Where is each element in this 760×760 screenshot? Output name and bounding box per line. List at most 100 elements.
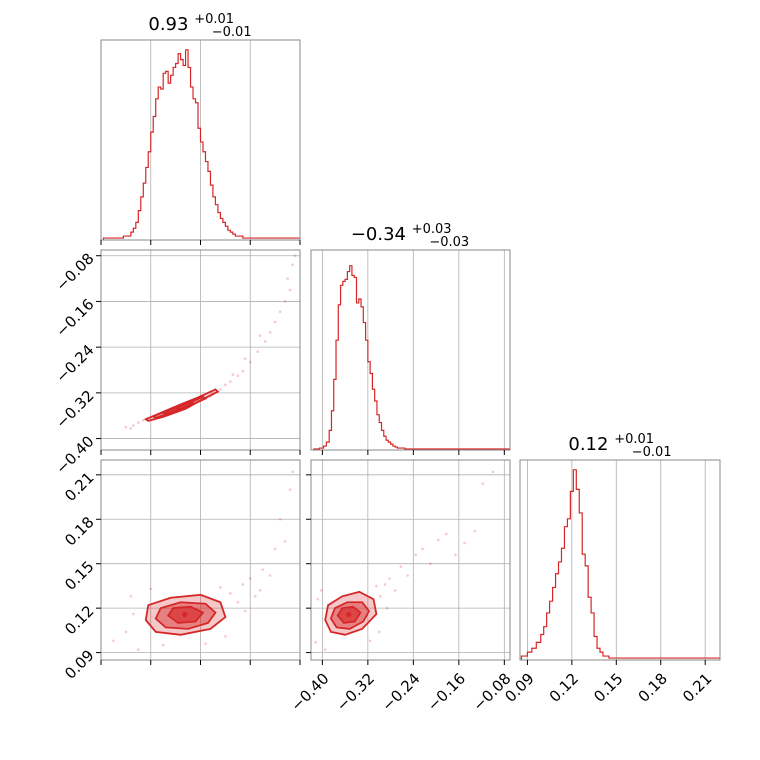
scatter-point (429, 562, 432, 566)
density-peak-marker (182, 612, 188, 618)
histogram-step-line (102, 49, 300, 240)
scatter-point (463, 541, 466, 545)
scatter-point (236, 600, 240, 604)
x-tick-label: 0.18 (635, 670, 671, 706)
scatter-point (454, 553, 457, 557)
scatter-point (268, 330, 272, 334)
scatter-point (243, 609, 247, 613)
scatter-point (256, 350, 260, 354)
scatter-point (288, 288, 292, 292)
histogram-panel-param-1 (310, 249, 511, 455)
scatter-point (132, 612, 135, 616)
scatter-point (421, 547, 424, 551)
panel-frame (519, 459, 721, 661)
scatter-point (481, 482, 485, 486)
scatter-point (263, 340, 267, 343)
scatter-point (224, 634, 227, 638)
scatter-point (286, 277, 289, 280)
scatter-point (385, 606, 389, 610)
y-tick-label: 0.12 (61, 602, 97, 638)
density-contour-line (160, 401, 196, 415)
panel-plot-area (313, 265, 510, 450)
density-contour-line (166, 605, 205, 624)
scatter-point (258, 589, 262, 592)
scatter-point (112, 639, 115, 643)
x-tick-label: −0.24 (378, 670, 423, 715)
panel-plot-area (102, 49, 300, 240)
scatter-point (283, 540, 287, 543)
title-plus: +0.01 (614, 432, 654, 447)
title-minus: −0.01 (632, 445, 672, 460)
scatter-point (314, 640, 317, 644)
x-tick-label: 0.15 (590, 670, 626, 706)
scatter-point (261, 568, 264, 571)
panel-frame (310, 249, 511, 451)
scatter-point (437, 538, 440, 542)
scatter-point (129, 426, 133, 430)
scatter-point (132, 424, 135, 427)
histogram-panel-param-0 (100, 39, 301, 245)
title-median: 0.12 (568, 434, 608, 455)
scatter-point (491, 470, 495, 474)
scatter-panel-param-1-vs-2: −0.40 −0.32 −0.24 −0.16 −0.08 (287, 459, 515, 715)
density-peak-marker (175, 405, 181, 411)
y-tick-label: −0.24 (52, 341, 97, 386)
scatter-point (124, 425, 128, 429)
scatter-point (236, 374, 240, 378)
scatter-point (137, 421, 140, 424)
scatter-point (219, 388, 222, 391)
y-tick-label: −0.32 (52, 387, 97, 432)
title-param-0: 0.93 +0.01 −0.01 (148, 7, 251, 40)
y-tick-label: 0.15 (61, 558, 97, 594)
panel-plot-area (112, 470, 294, 651)
scatter-point (406, 574, 409, 577)
scatter-point (149, 587, 153, 591)
histogram-step-line (520, 469, 720, 660)
scatter-point (377, 630, 381, 634)
y-tick-label: −0.16 (52, 295, 97, 340)
scatter-point (323, 648, 327, 651)
y-tick-label: 0.18 (61, 513, 97, 549)
x-tick-label: 0.12 (546, 670, 582, 706)
scatter-point (278, 517, 282, 521)
histogram-panel-param-2: 0.09 0.12 0.15 0.18 0.21 (501, 459, 721, 706)
scatter-point (248, 360, 252, 364)
density-contour-line (336, 605, 362, 624)
scatter-point (124, 630, 128, 634)
scatter-point (224, 383, 227, 387)
panel-plot-area (124, 254, 297, 430)
scatter-point (473, 529, 477, 533)
scatter-point (319, 589, 323, 592)
scatter-point (316, 597, 320, 601)
x-tick-label: −0.32 (333, 670, 378, 715)
scatter-point (278, 310, 282, 314)
panel-plot-area (314, 470, 495, 651)
scatter-point (241, 369, 245, 373)
scatter-point (388, 577, 391, 580)
scatter-panel-param-0-vs-2: 0.090.120.150.180.21 (61, 459, 301, 683)
density-contour-line (154, 601, 217, 630)
scatter-point (375, 584, 378, 588)
title-median: 0.93 (148, 14, 188, 35)
scatter-point (414, 553, 417, 557)
title-plus: +0.03 (412, 222, 452, 237)
scatter-point (231, 373, 235, 376)
title-plus: +0.01 (194, 12, 234, 27)
y-tick-label: −0.40 (52, 432, 97, 477)
x-tick-label: −0.16 (424, 670, 469, 715)
title-param-2: 0.12 +0.01 −0.01 (568, 427, 671, 460)
scatter-point (141, 418, 145, 422)
y-tick-label: −0.08 (52, 250, 97, 295)
panel-frame (310, 459, 511, 661)
scatter-point (273, 320, 277, 324)
title-median: −0.34 (351, 224, 406, 245)
scatter-point (293, 254, 297, 258)
scatter-panel-param-0-vs-1: −0.40−0.32−0.24−0.16−0.08 (52, 249, 301, 478)
scatter-point (399, 565, 403, 568)
density-contour-line (329, 601, 371, 630)
scatter-point (129, 594, 133, 598)
scatter-point (243, 357, 247, 360)
title-minus: −0.03 (429, 235, 469, 250)
scatter-point (291, 263, 294, 267)
scatter-point (219, 586, 222, 589)
